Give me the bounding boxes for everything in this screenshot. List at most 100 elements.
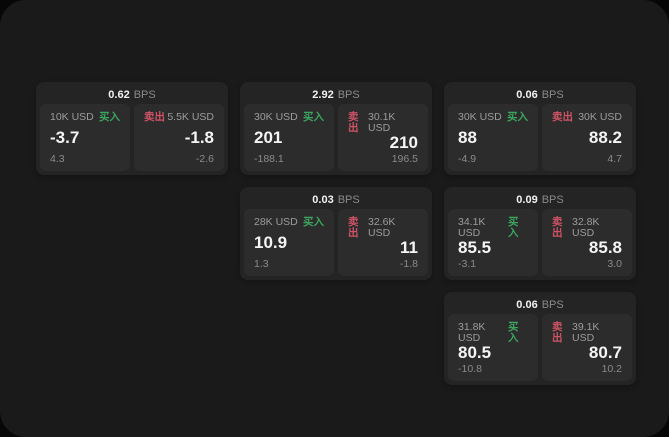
buy-panel-top: 34.1K USD 买入 (458, 217, 528, 238)
spread-header: 2.92 BPS (244, 86, 428, 104)
buy-side-label: 买入 (508, 321, 519, 344)
buy-side-label: 买入 (303, 111, 324, 123)
spread-bps-value: 2.92 (312, 89, 334, 101)
sell-side-label: 卖出 (144, 111, 165, 123)
bps-unit-label: BPS (133, 89, 156, 101)
bps-unit-label: BPS (541, 194, 564, 206)
spread-bps-value: 0.06 (516, 299, 538, 311)
sell-delta: 4.7 (607, 152, 622, 165)
sell-price: 85.8 (588, 238, 622, 258)
buy-panel[interactable]: 10K USD 买入 -3.7 4.3 (40, 104, 130, 171)
sell-delta: -1.8 (399, 257, 418, 270)
sell-price: -1.8 (184, 128, 214, 148)
buy-size: 31.8K USD (458, 321, 486, 344)
buy-delta: -188.1 (254, 152, 284, 165)
quote-body: 28K USD 买入 10.9 1.3 卖出 32.6K USD 11 -1.8 (244, 209, 428, 276)
buy-delta: -10.8 (458, 362, 482, 375)
spread-bps-value: 0.09 (516, 194, 538, 206)
quote-body: 30K USD 买入 88 -4.9 卖出 30K USD 88.2 4.7 (448, 104, 632, 171)
sell-delta: 3.0 (607, 257, 622, 270)
spread-header: 0.06 BPS (448, 296, 632, 314)
buy-delta: 4.3 (50, 152, 65, 165)
sell-size: 30K USD (578, 111, 622, 123)
buy-panel-top: 31.8K USD 买入 (458, 322, 528, 343)
spread-bps-value: 0.06 (516, 89, 538, 101)
buy-price: -3.7 (50, 128, 80, 148)
bps-unit-label: BPS (541, 89, 564, 101)
bps-unit-label: BPS (337, 89, 360, 101)
buy-price: 10.9 (254, 233, 288, 253)
sell-size: 32.6K USD (367, 216, 396, 239)
sell-panel-top: 卖出 32.8K USD (552, 217, 622, 238)
sell-panel-top: 卖出 30K USD (552, 112, 622, 123)
sell-panel[interactable]: 卖出 32.8K USD 85.8 3.0 (542, 209, 632, 276)
quote-body: 34.1K USD 买入 85.5 -3.1 卖出 32.8K USD 85.8… (448, 209, 632, 276)
buy-panel[interactable]: 28K USD 买入 10.9 1.3 (244, 209, 334, 276)
sell-price: 80.7 (588, 343, 622, 363)
buy-price: 80.5 (458, 343, 492, 363)
sell-panel[interactable]: 卖出 30.1K USD 210 196.5 (338, 104, 428, 171)
sell-delta: 196.5 (391, 152, 418, 165)
spread-header: 0.03 BPS (244, 191, 428, 209)
sell-delta: 10.2 (601, 362, 622, 375)
bps-unit-label: BPS (541, 299, 564, 311)
quote-body: 31.8K USD 买入 80.5 -10.8 卖出 39.1K USD 80.… (448, 314, 632, 381)
sell-size: 5.5K USD (167, 111, 214, 123)
buy-panel[interactable]: 30K USD 买入 88 -4.9 (448, 104, 538, 171)
sell-size: 30.1K USD (367, 111, 396, 134)
buy-panel[interactable]: 30K USD 买入 201 -188.1 (244, 104, 334, 171)
sell-panel-top: 卖出 30.1K USD (348, 112, 418, 133)
spread-card: 0.62 BPS 10K USD 买入 -3.7 4.3 卖出 5.5K USD… (36, 82, 228, 175)
spread-card: 0.06 BPS 31.8K USD 买入 80.5 -10.8 卖出 39.1… (444, 292, 636, 385)
buy-side-label: 买入 (303, 216, 324, 228)
sell-panel-top: 卖出 5.5K USD (144, 112, 214, 123)
sell-side-label: 卖出 (552, 321, 563, 344)
sell-panel[interactable]: 卖出 32.6K USD 11 -1.8 (338, 209, 428, 276)
buy-delta: -3.1 (458, 257, 477, 270)
sell-price: 88.2 (588, 128, 622, 148)
bps-unit-label: BPS (337, 194, 360, 206)
buy-panel[interactable]: 34.1K USD 买入 85.5 -3.1 (448, 209, 538, 276)
spread-card: 0.03 BPS 28K USD 买入 10.9 1.3 卖出 32.6K US… (240, 187, 432, 280)
sell-side-label: 卖出 (552, 216, 563, 239)
spread-card: 2.92 BPS 30K USD 买入 201 -188.1 卖出 30.1K … (240, 82, 432, 175)
sell-panel[interactable]: 卖出 5.5K USD -1.8 -2.6 (134, 104, 224, 171)
buy-size: 10K USD (50, 111, 94, 123)
spread-header: 0.62 BPS (40, 86, 224, 104)
spread-card: 0.09 BPS 34.1K USD 买入 85.5 -3.1 卖出 32.8K… (444, 187, 636, 280)
quote-body: 10K USD 买入 -3.7 4.3 卖出 5.5K USD -1.8 -2.… (40, 104, 224, 171)
spread-bps-value: 0.03 (312, 194, 334, 206)
buy-delta: -4.9 (458, 152, 477, 165)
buy-size: 30K USD (254, 111, 298, 123)
sell-price: 11 (400, 238, 418, 258)
sell-delta: -2.6 (195, 152, 214, 165)
spread-bps-value: 0.62 (108, 89, 130, 101)
sell-side-label: 卖出 (552, 111, 573, 123)
buy-panel[interactable]: 31.8K USD 买入 80.5 -10.8 (448, 314, 538, 381)
buy-size: 28K USD (254, 216, 298, 228)
sell-side-label: 卖出 (348, 111, 359, 134)
buy-panel-top: 10K USD 买入 (50, 112, 120, 123)
buy-side-label: 买入 (507, 111, 528, 123)
buy-price: 201 (254, 128, 283, 148)
buy-price: 88 (458, 128, 477, 148)
sell-panel-top: 卖出 39.1K USD (552, 322, 622, 343)
buy-panel-top: 30K USD 买入 (458, 112, 528, 123)
sell-size: 39.1K USD (571, 321, 600, 344)
sell-panel[interactable]: 卖出 30K USD 88.2 4.7 (542, 104, 632, 171)
sell-price: 210 (389, 133, 418, 153)
spread-card: 0.06 BPS 30K USD 买入 88 -4.9 卖出 30K USD 8… (444, 82, 636, 175)
buy-side-label: 买入 (508, 216, 519, 239)
spread-header: 0.06 BPS (448, 86, 632, 104)
sell-side-label: 卖出 (348, 216, 359, 239)
buy-delta: 1.3 (254, 257, 269, 270)
buy-side-label: 买入 (99, 111, 120, 123)
sell-panel[interactable]: 卖出 39.1K USD 80.7 10.2 (542, 314, 632, 381)
buy-size: 34.1K USD (458, 216, 486, 239)
sell-size: 32.8K USD (571, 216, 600, 239)
buy-size: 30K USD (458, 111, 502, 123)
spread-card-grid: 0.62 BPS 10K USD 买入 -3.7 4.3 卖出 5.5K USD… (36, 82, 636, 385)
buy-panel-top: 28K USD 买入 (254, 217, 324, 228)
spread-header: 0.09 BPS (448, 191, 632, 209)
quote-body: 30K USD 买入 201 -188.1 卖出 30.1K USD 210 1… (244, 104, 428, 171)
